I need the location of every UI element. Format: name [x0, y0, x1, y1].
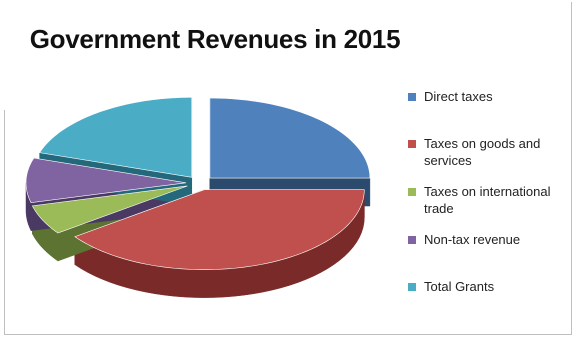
pie-slice-taxes-on-goods-and-services	[74, 189, 365, 270]
chart-frame-left-rule	[4, 110, 5, 335]
chart-frame	[4, 2, 572, 335]
legend-label: Taxes on goods and services	[424, 136, 541, 168]
legend-swatch	[408, 236, 416, 244]
legend-item-total-grants: Total Grants	[408, 278, 573, 295]
legend-item-goods-services: Taxes on goods and services	[408, 135, 573, 169]
legend-item-non-tax-revenue: Non-tax revenue	[408, 231, 573, 248]
legend-swatch	[408, 283, 416, 291]
pie-slice-non-tax-revenue	[25, 157, 187, 204]
legend-swatch	[408, 140, 416, 148]
pie-slice-taxes-on-international-trade	[31, 185, 188, 234]
legend-label: Taxes on international trade	[424, 184, 551, 216]
chart-legend: Direct taxes Taxes on goods and services…	[408, 88, 573, 295]
legend-swatch	[408, 188, 416, 196]
chart-title: Government Revenues in 2015	[29, 24, 401, 54]
pie-slice-direct-taxes	[209, 97, 371, 179]
legend-label: Total Grants	[424, 279, 495, 294]
legend-swatch	[408, 93, 416, 101]
legend-label: Non-tax revenue	[424, 232, 521, 247]
legend-label: Direct taxes	[424, 89, 493, 104]
legend-item-direct-taxes: Direct taxes	[408, 88, 573, 105]
pie-slice-total-grants	[39, 97, 193, 178]
legend-item-international-trade: Taxes on international trade	[408, 183, 573, 217]
pie-top-faces	[25, 97, 371, 270]
